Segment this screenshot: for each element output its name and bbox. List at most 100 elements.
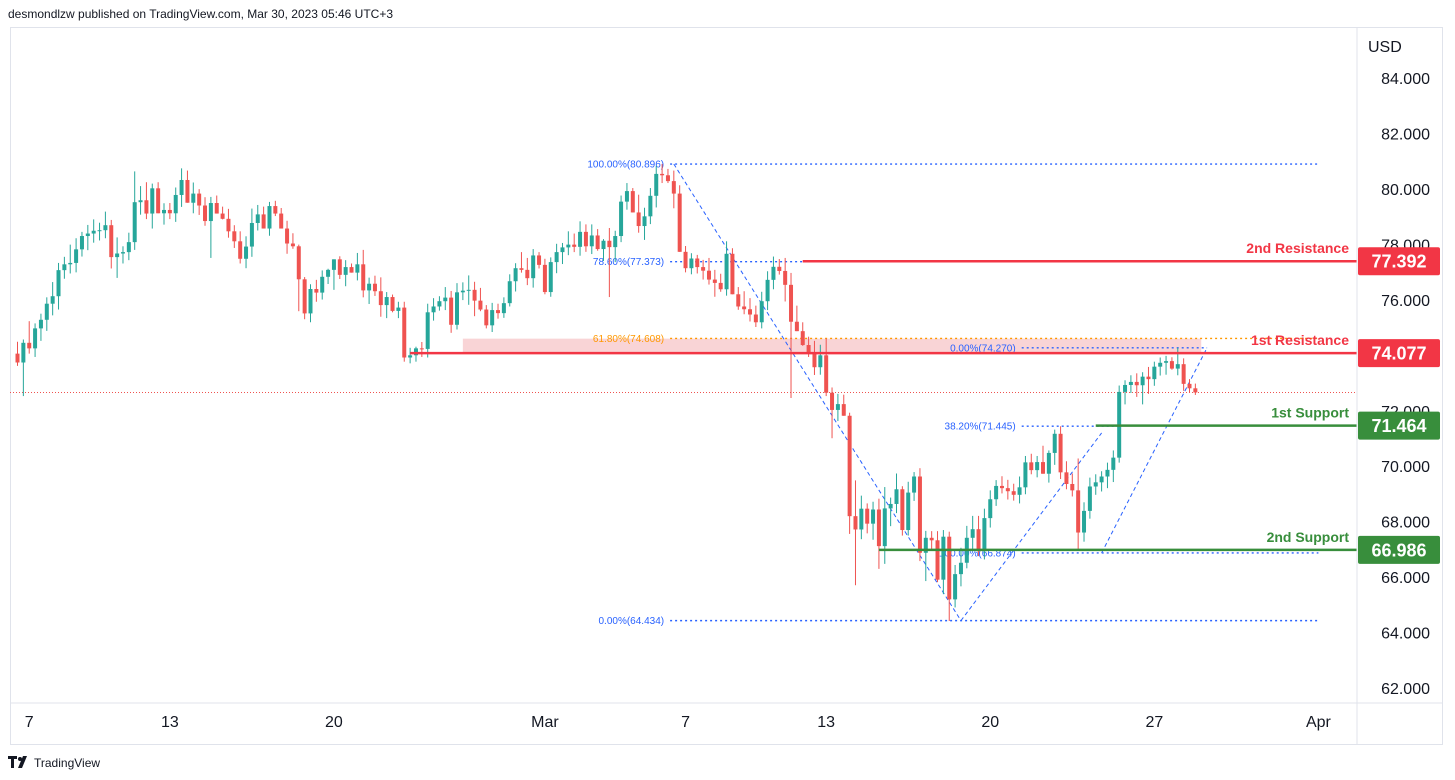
candle-up[interactable] <box>1087 477 1092 519</box>
candle-up[interactable] <box>255 204 260 231</box>
candle-down[interactable] <box>1169 357 1174 370</box>
candle-up[interactable] <box>566 231 571 256</box>
candle-down[interactable] <box>220 206 225 220</box>
candle-up[interactable] <box>894 473 899 514</box>
candle-down[interactable] <box>730 248 735 295</box>
candle-down[interactable] <box>999 476 1004 494</box>
candle-up[interactable] <box>1123 380 1128 405</box>
candle-down[interactable] <box>753 305 758 328</box>
candle-down[interactable] <box>665 168 670 184</box>
candle-up[interactable] <box>724 241 729 296</box>
candle-down[interactable] <box>677 185 682 252</box>
candle-up[interactable] <box>62 256 67 279</box>
candle-down[interactable] <box>478 287 483 312</box>
candle-down[interactable] <box>800 322 805 346</box>
candle-up[interactable] <box>1140 372 1145 405</box>
candle-up[interactable] <box>1117 385 1122 463</box>
candle-down[interactable] <box>718 273 723 292</box>
candle-up[interactable] <box>179 168 184 207</box>
candle-up[interactable] <box>613 230 618 263</box>
candle-up[interactable] <box>1158 357 1163 376</box>
candle-down[interactable] <box>847 412 852 534</box>
candle-down[interactable] <box>542 258 547 295</box>
candle-up[interactable] <box>689 253 694 275</box>
candle-down[interactable] <box>1005 479 1010 500</box>
candle-up[interactable] <box>115 237 120 278</box>
candle-up[interactable] <box>548 257 553 297</box>
candle-up[interactable] <box>343 260 348 287</box>
candle-up[interactable] <box>1046 450 1051 483</box>
candle-down[interactable] <box>876 498 881 569</box>
candle-up[interactable] <box>1093 474 1098 495</box>
candle-down[interactable] <box>419 341 424 357</box>
candle-down[interactable] <box>865 503 870 534</box>
candle-down[interactable] <box>947 531 952 622</box>
candle-up[interactable] <box>103 211 108 239</box>
candle-down[interactable] <box>1193 383 1198 395</box>
candle-down[interactable] <box>1029 453 1034 475</box>
candle-up[interactable] <box>97 222 102 241</box>
candle-up[interactable] <box>1052 429 1057 465</box>
candle-up[interactable] <box>1035 455 1040 478</box>
candle-down[interactable] <box>296 244 301 312</box>
candle-up[interactable] <box>425 303 430 358</box>
candle-down[interactable] <box>15 341 20 366</box>
candle-down[interactable] <box>197 189 202 215</box>
candle-down[interactable] <box>519 252 524 273</box>
candle-up[interactable] <box>906 481 911 536</box>
candle-down[interactable] <box>935 531 940 583</box>
candle-up[interactable] <box>91 219 96 243</box>
candle-down[interactable] <box>1187 379 1192 393</box>
candle-down[interactable] <box>742 291 747 315</box>
candle-up[interactable] <box>988 490 993 528</box>
candle-up[interactable] <box>1105 462 1110 489</box>
candle-up[interactable] <box>490 302 495 332</box>
candle-up[interactable] <box>554 243 559 274</box>
candle-up[interactable] <box>1023 455 1028 495</box>
candle-down[interactable] <box>1058 426 1063 479</box>
candle-down[interactable] <box>214 195 219 214</box>
candle-up[interactable] <box>132 171 137 250</box>
candle-up[interactable] <box>994 480 999 506</box>
candle-down[interactable] <box>572 233 577 253</box>
candle-up[interactable] <box>384 292 389 319</box>
candle-up[interactable] <box>44 297 49 331</box>
candle-down[interactable] <box>900 486 905 536</box>
candle-down[interactable] <box>706 257 711 285</box>
candle-up[interactable] <box>68 244 73 274</box>
candle-up[interactable] <box>466 275 471 305</box>
candle-up[interactable] <box>759 291 764 329</box>
candle-down[interactable] <box>290 233 295 249</box>
candle-up[interactable] <box>244 236 249 269</box>
candle-down[interactable] <box>537 252 542 269</box>
candle-up[interactable] <box>437 296 442 311</box>
candle-up[interactable] <box>173 187 178 222</box>
candle-down[interactable] <box>525 257 530 286</box>
candle-up[interactable] <box>859 495 864 540</box>
candle-down[interactable] <box>372 275 377 296</box>
candle-up[interactable] <box>958 547 963 587</box>
candle-up[interactable] <box>871 501 876 540</box>
candle-down[interactable] <box>238 231 243 264</box>
candle-up[interactable] <box>443 287 448 311</box>
candle-up[interactable] <box>835 393 840 422</box>
candle-up[interactable] <box>1152 361 1157 386</box>
candle-down[interactable] <box>789 272 794 399</box>
candle-down[interactable] <box>232 225 237 248</box>
candle-up[interactable] <box>126 232 131 261</box>
candle-down[interactable] <box>109 219 114 269</box>
candle-down[interactable] <box>748 298 752 322</box>
candle-up[interactable] <box>38 313 43 341</box>
candle-down[interactable] <box>841 394 846 416</box>
candle-down[interactable] <box>337 256 342 280</box>
candle-down[interactable] <box>824 338 829 397</box>
candle-up[interactable] <box>431 298 436 321</box>
candle-up[interactable] <box>320 270 325 300</box>
candle-up[interactable] <box>507 274 512 307</box>
candle-up[interactable] <box>654 165 659 208</box>
candle-up[interactable] <box>578 221 583 256</box>
candle-up[interactable] <box>1164 355 1169 375</box>
candle-down[interactable] <box>472 281 477 317</box>
candle-up[interactable] <box>21 339 26 397</box>
candle-up[interactable] <box>150 183 155 229</box>
